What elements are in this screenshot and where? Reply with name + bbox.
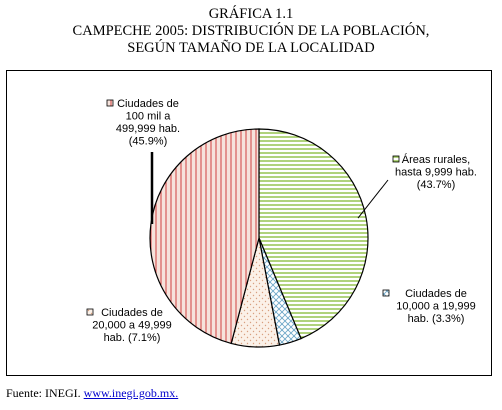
label-rural-line-2: hasta 9,999 hab. bbox=[395, 167, 477, 179]
label-rural-swatch bbox=[392, 155, 400, 163]
label-10k-19k-line-2: 10,000 a 19,999 bbox=[396, 301, 476, 313]
source-link[interactable]: www.inegi.gob.mx. bbox=[83, 386, 179, 400]
label-20k-49k-line-3: hab. (7.1%) bbox=[104, 332, 161, 344]
label-100k-499k-swatch bbox=[106, 99, 114, 107]
label-rural-line-3: (43.7%) bbox=[417, 179, 456, 191]
label-rural-line-1: Áreas rurales, bbox=[402, 153, 470, 166]
label-10k-19k-line-1: Ciudades de bbox=[405, 288, 467, 300]
slice-100k-499k bbox=[149, 128, 260, 345]
title-line-3: SEGÚN TAMAÑO DE LA LOCALIDAD bbox=[127, 40, 375, 56]
label-10k-19k-swatch bbox=[382, 289, 390, 297]
source-note: Fuente: INEGI. www.inegi.gob.mx. bbox=[6, 386, 178, 401]
source-prefix: Fuente: INEGI. bbox=[6, 386, 81, 400]
chart-frame bbox=[6, 70, 492, 376]
label-20k-49k-swatch bbox=[86, 308, 94, 316]
leader-rural bbox=[357, 179, 389, 219]
label-20k-49k-line-2: 20,000 a 49,999 bbox=[92, 320, 172, 332]
label-100k-499k-line-1: Ciudades de bbox=[117, 98, 179, 110]
label-10k-19k-line-3: hab. (3.3%) bbox=[408, 313, 465, 325]
chart-title: GRÁFICA 1.1 CAMPECHE 2005: DISTRIBUCIÓN … bbox=[0, 6, 502, 57]
slice-rural bbox=[258, 128, 369, 340]
label-rural: Áreas rurales,hasta 9,999 hab.(43.7%) bbox=[392, 153, 477, 191]
label-20k-49k-line-1: Ciudades de bbox=[101, 307, 163, 319]
title-line-1: GRÁFICA 1.1 bbox=[208, 6, 294, 22]
label-100k-499k-line-4: (45.9%) bbox=[129, 136, 168, 148]
title-line-2: CAMPECHE 2005: DISTRIBUCIÓN DE LA POBLAC… bbox=[72, 23, 430, 39]
label-100k-499k-line-2: 100 mil a bbox=[126, 111, 172, 123]
label-100k-499k-line-3: 499,999 hab. bbox=[116, 123, 180, 135]
